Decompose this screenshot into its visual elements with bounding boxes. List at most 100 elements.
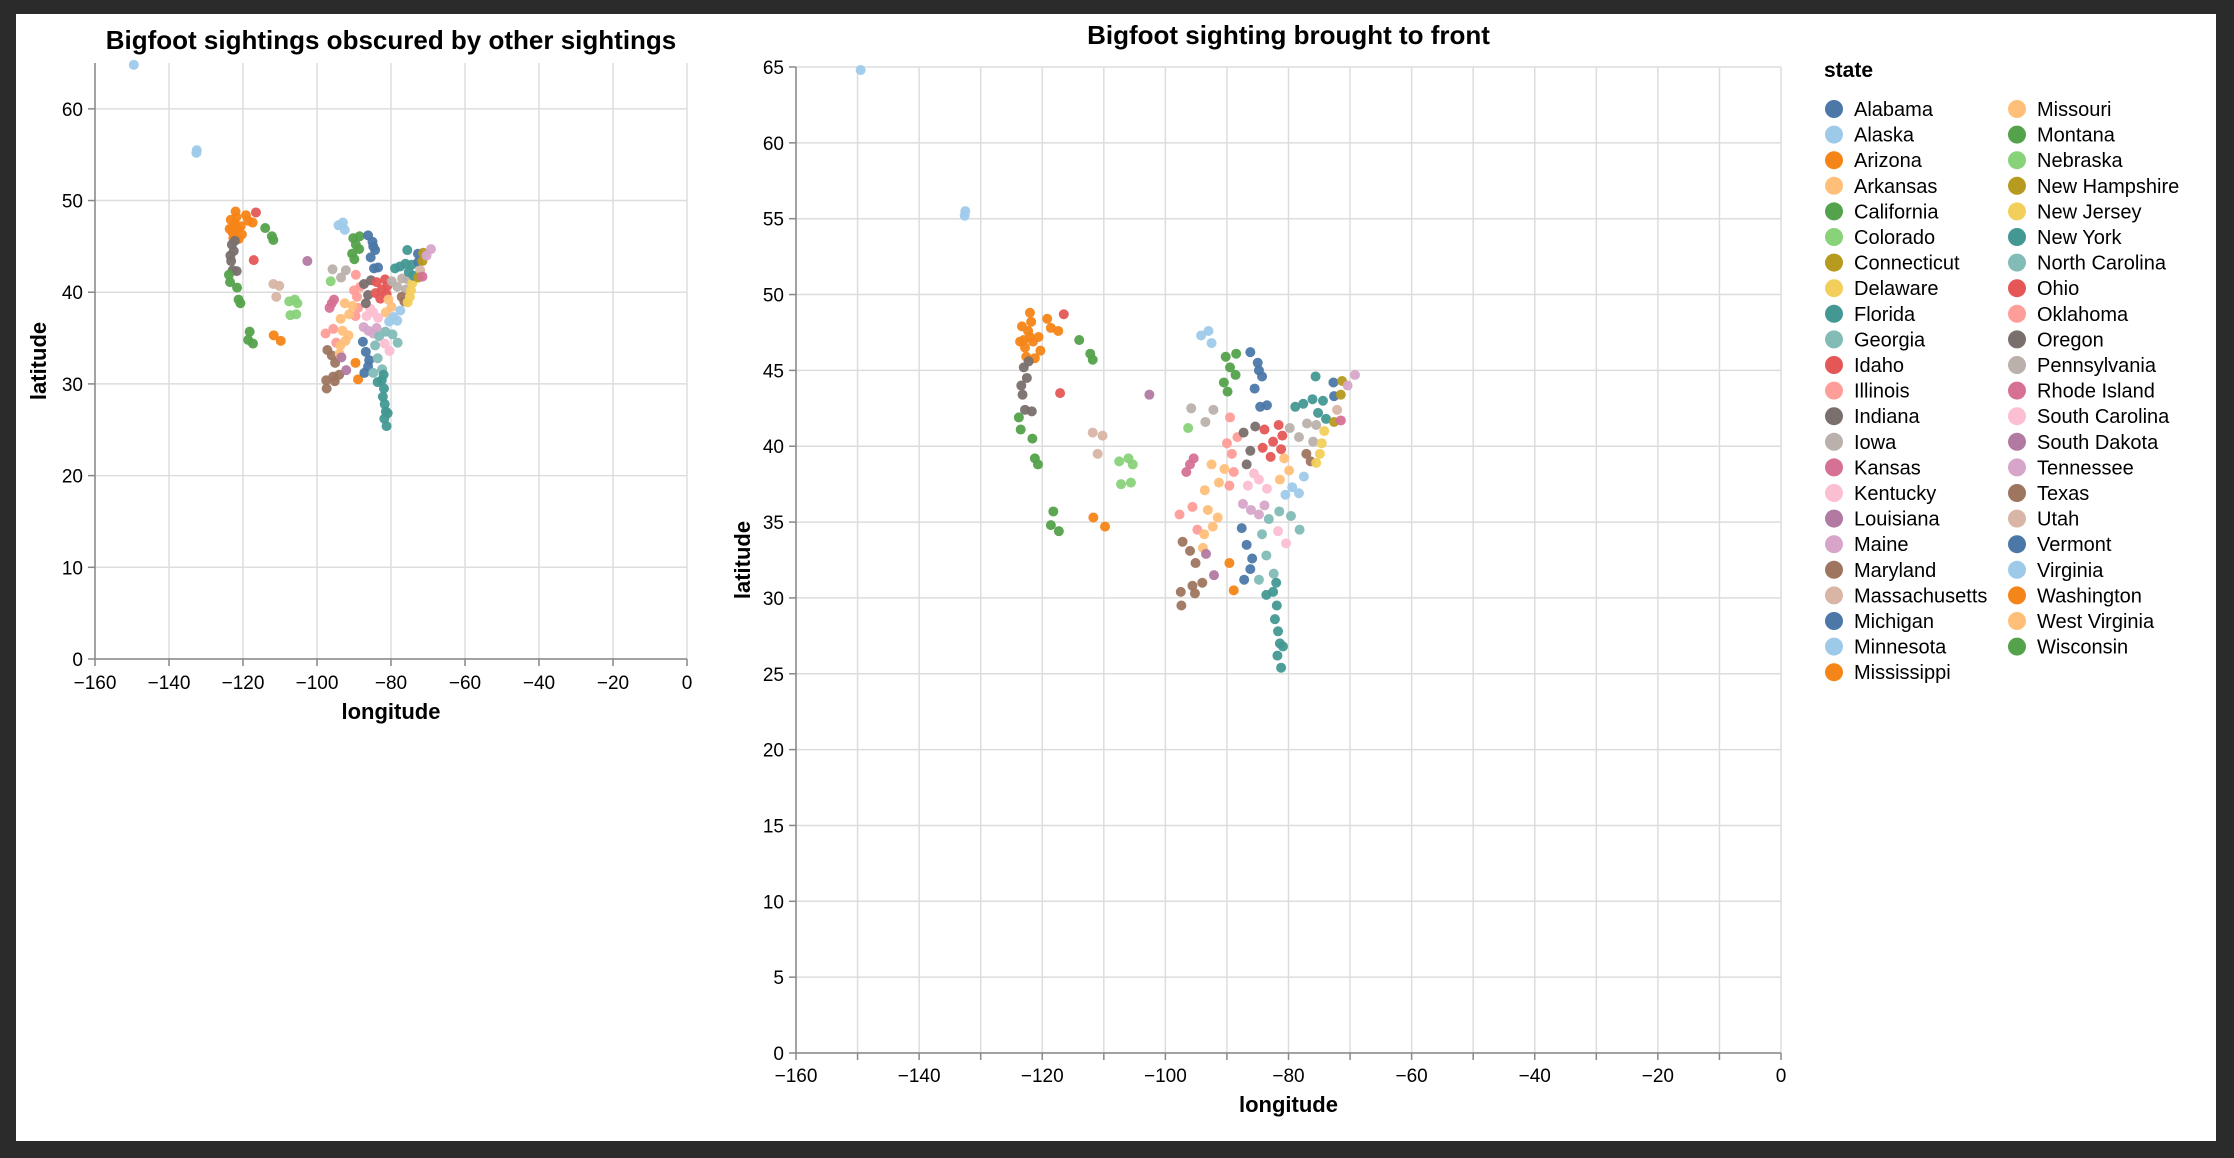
legend-swatch [1825,228,1843,246]
data-point [379,399,390,410]
data-point [232,282,243,293]
data-point [370,340,381,351]
legend-label: Mississippi [1854,662,1951,684]
legend-swatch [1825,458,1843,477]
legend-label: Minnesota [1854,637,1947,659]
data-point [360,298,371,309]
data-point [1026,406,1037,417]
legend-item: Mississippi [1825,662,1951,684]
legend-swatch [2008,253,2026,272]
legend-label: Louisiana [1854,509,1941,531]
grid-lines [795,66,1782,1054]
legend-swatch [2008,612,2026,630]
data-point [1268,568,1279,579]
legend-item: Alaska [1825,125,1915,147]
legend-swatch [2008,330,2026,349]
y-tick-label: 60 [62,100,83,121]
legend-item: New Hampshire [2008,176,2179,198]
data-point [230,206,241,217]
legend-label: Texas [2037,483,2089,505]
data-point [1016,380,1027,391]
data-point [1207,521,1218,532]
legend-label: Delaware [1854,278,1938,300]
data-point [223,269,234,280]
legend-swatch [1825,356,1843,374]
data-point [1224,558,1235,569]
data-point [1032,459,1043,470]
data-point [1183,423,1194,434]
data-point [1284,465,1295,476]
legend-swatch [1825,176,1843,195]
legend-item: Rhode Island [2008,381,2155,403]
legend-swatch [1825,253,1843,272]
data-point [372,377,383,388]
data-point [350,269,361,280]
data-point [1332,404,1343,415]
data-point [1048,506,1059,517]
data-point [373,262,384,273]
data-point [365,252,376,263]
data-point [1213,477,1224,488]
legend-swatch [1825,612,1843,630]
x-tick-label: 0 [682,673,693,694]
data-point [1349,369,1360,380]
data-point [328,323,339,334]
legend-swatch [2008,586,2026,605]
data-point [231,266,242,277]
y-tick-label: 10 [763,892,784,913]
legend-item: New York [2008,227,2122,249]
y-tick-label: 0 [72,650,83,671]
data-point [349,254,360,265]
y-axis-label: latitude [26,322,51,400]
legend-label: West Virginia [2037,611,2155,633]
data-point [1202,504,1213,515]
data-point [1272,650,1283,661]
data-point [268,330,279,341]
data-point [1285,511,1296,522]
legend-label: Oklahoma [2037,304,2129,326]
legend-label: Connecticut [1854,253,1960,275]
legend-label: South Dakota [2037,432,2159,454]
data-point [353,374,364,385]
data-point [1269,614,1280,625]
data-points [128,59,436,432]
data-point [1261,400,1272,411]
y-tick-label: 5 [773,968,784,989]
data-point [1249,468,1260,479]
legend-item: Colorado [1825,227,1935,249]
legend-item: Kansas [1825,457,1921,479]
data-point [1187,501,1198,512]
legend-swatch [2008,304,2026,323]
data-point [382,408,393,419]
data-point [1226,448,1237,459]
data-point [1239,574,1250,585]
legend-label: Pennsylvania [2037,355,2157,377]
legend-item: California [1825,201,1939,223]
data-point [1298,398,1309,409]
y-axis-label: latitude [730,521,755,599]
data-point [1228,585,1239,596]
legend-item: Montana [2008,125,2116,147]
data-point [1261,483,1272,494]
data-point [1231,348,1242,359]
x-tick-label: −40 [1519,1066,1551,1087]
legend-label: Wisconsin [2037,637,2128,659]
data-point [1293,432,1304,443]
data-point [248,255,259,266]
data-point [1274,474,1285,485]
data-point [339,298,350,309]
data-point [1271,600,1282,611]
data-point [260,223,271,234]
legend-swatch [2008,535,2026,554]
legend-item: Florida [1825,304,1916,326]
y-tick-label: 25 [763,665,784,686]
legend-label: North Carolina [2037,253,2167,275]
data-point [1277,641,1288,652]
legend-label: Vermont [2037,534,2112,556]
data-point [1273,626,1284,637]
legend-label: Michigan [1854,611,1934,633]
data-point [1319,426,1330,437]
data-point [1308,436,1319,447]
legend-item: West Virginia [2008,611,2155,633]
data-point [1125,477,1136,488]
